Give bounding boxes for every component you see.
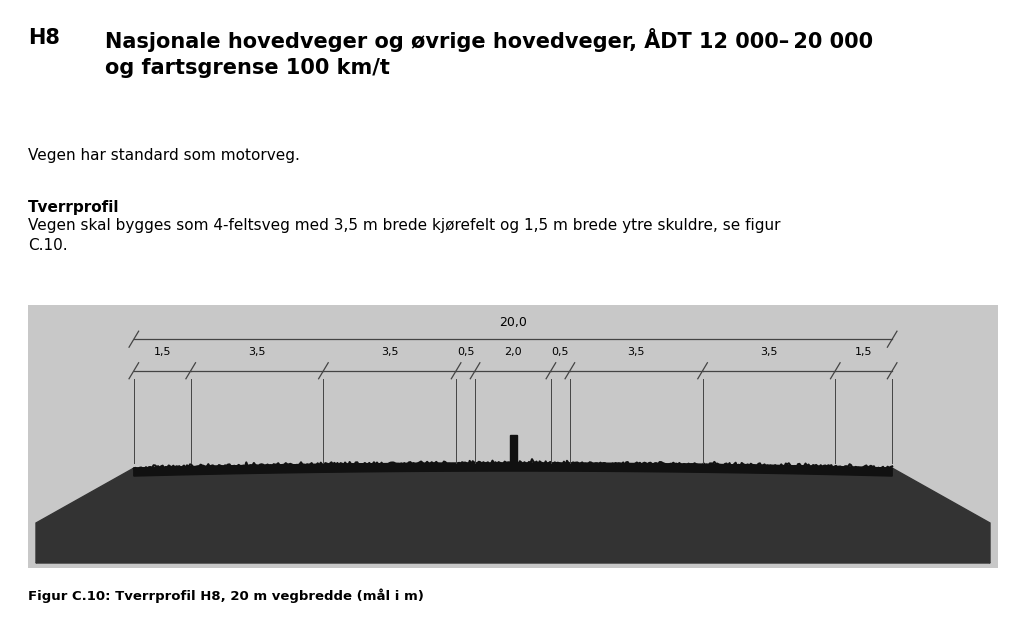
Text: Nasjonale hovedveger og øvrige hovedveger, ÅDT 12 000– 20 000
og fartsgrense 100: Nasjonale hovedveger og øvrige hovedvege…	[105, 28, 873, 78]
Text: Figur C.10: Tverrprofil H8, 20 m vegbredde (mål i m): Figur C.10: Tverrprofil H8, 20 m vegbred…	[28, 588, 424, 602]
Polygon shape	[892, 468, 990, 563]
Text: 3,5: 3,5	[249, 347, 266, 357]
Bar	[28, 305, 998, 568]
Text: Vegen har standard som motorveg.: Vegen har standard som motorveg.	[28, 148, 300, 163]
Text: 0,5: 0,5	[551, 347, 569, 357]
Text: 1,5: 1,5	[855, 347, 873, 357]
Bar	[509, 435, 517, 463]
Text: 2,0: 2,0	[504, 347, 522, 357]
Polygon shape	[36, 468, 134, 563]
Text: 3,5: 3,5	[627, 347, 644, 357]
Text: 3,5: 3,5	[760, 347, 777, 357]
Text: 3,5: 3,5	[381, 347, 399, 357]
Text: Vegen skal bygges som 4-feltsveg med 3,5 m brede kjørefelt og 1,5 m brede ytre s: Vegen skal bygges som 4-feltsveg med 3,5…	[28, 218, 781, 252]
Text: H8: H8	[28, 28, 60, 48]
Text: 1,5: 1,5	[153, 347, 171, 357]
Polygon shape	[134, 463, 892, 476]
Text: Tverrprofil: Tverrprofil	[28, 200, 120, 215]
Text: 0,5: 0,5	[457, 347, 475, 357]
Polygon shape	[36, 463, 990, 563]
Text: 20,0: 20,0	[499, 316, 527, 329]
